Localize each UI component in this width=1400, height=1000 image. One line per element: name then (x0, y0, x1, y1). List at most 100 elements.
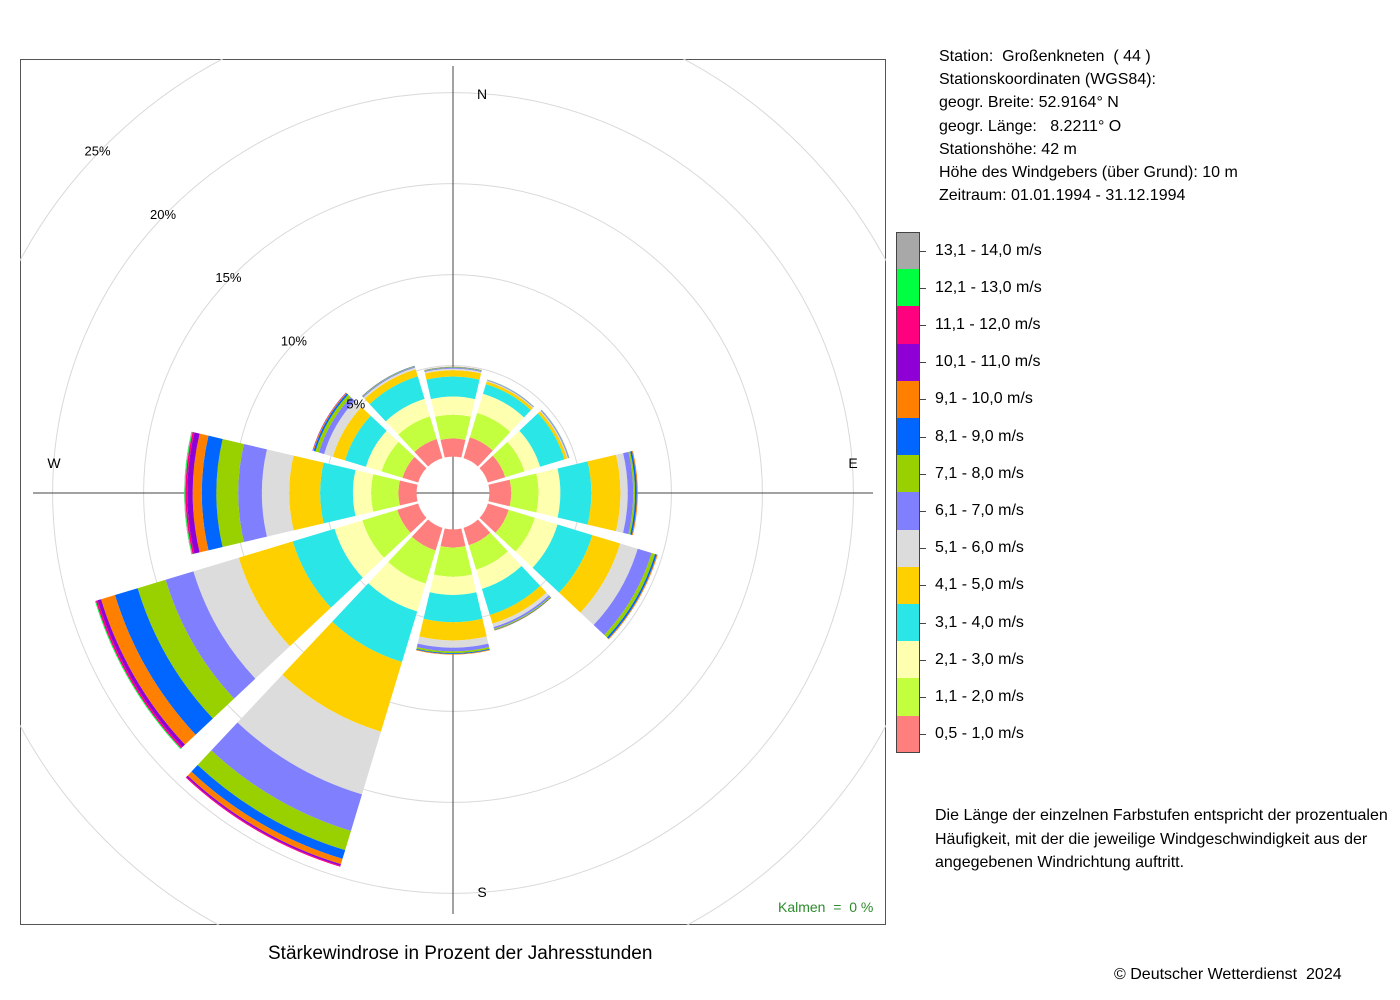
wedge-segment (192, 433, 209, 553)
wedge-segment (334, 520, 385, 578)
wedge-segment (507, 430, 541, 472)
wedge-segment (332, 407, 371, 461)
compass-label-w: W (47, 455, 61, 471)
wedge-segment (318, 397, 355, 455)
wedge-segment (193, 557, 290, 679)
wedge-segment (557, 461, 592, 525)
legend-label: 7,1 - 8,0 m/s (935, 464, 1024, 482)
compass-label-s: S (477, 884, 486, 900)
wedge-segment (488, 479, 512, 507)
wedge-segment (419, 618, 487, 641)
plot-frame (20, 59, 886, 925)
wedge-segment (416, 649, 490, 655)
legend-swatch (896, 455, 920, 493)
wedge-segment (238, 541, 331, 647)
station-coords-heading: Stationskoordinaten (WGS84): (939, 71, 1156, 89)
wedge-segment (463, 519, 491, 546)
wedge-segment (481, 565, 541, 615)
legend-swatch (896, 232, 920, 270)
wedge-segment (492, 592, 549, 628)
wedge-segment (187, 771, 343, 865)
wedge-segment (631, 450, 638, 536)
legend-swatch (896, 492, 920, 530)
legend-label: 2,1 - 3,0 m/s (935, 650, 1024, 668)
wedge-segment (369, 376, 425, 422)
wedge-segment (536, 468, 561, 518)
legend-label: 8,1 - 9,0 m/s (935, 427, 1024, 445)
legend-swatch (896, 418, 920, 456)
ring-label: 5% (346, 397, 365, 412)
station-longitude: geogr. Länge: 8.2211° O (939, 117, 1122, 135)
wedge-segment (604, 552, 656, 638)
wedge-segment (201, 435, 223, 551)
wedge-segment (440, 438, 466, 458)
chart-title: Stärkewindrose in Prozent der Jahresstun… (268, 943, 653, 964)
wedge-segment (211, 722, 362, 832)
wedge-segment (628, 451, 635, 535)
wedge-segment (101, 595, 196, 745)
wedge-segment (485, 381, 533, 411)
wedge-segment (187, 432, 200, 554)
wedge-segment (587, 454, 621, 532)
station-altitude: Stationshöhe: 42 m (939, 140, 1077, 158)
anemometer-height: Höhe des Windgebers (über Grund): 10 m (939, 164, 1238, 182)
wedge-segment (479, 455, 506, 483)
legend-tick (920, 659, 926, 661)
compass-label-e: E (848, 455, 857, 471)
wedge-segment (469, 412, 511, 451)
wedge-segment (424, 367, 482, 372)
wedge-segment (495, 509, 535, 552)
wedge-segment (238, 443, 267, 543)
legend-label: 0,5 - 1,0 m/s (935, 725, 1024, 743)
legend-swatch (896, 566, 920, 604)
wedge-segment (368, 561, 426, 612)
wedge-segment (216, 438, 244, 548)
wedge-segment (477, 393, 525, 432)
legend-swatch (896, 715, 920, 753)
legend-tick (920, 548, 926, 550)
wedge-segment (197, 750, 351, 851)
wedge-segment (476, 551, 522, 589)
legend-tick (920, 473, 926, 475)
wedge-segment (623, 451, 634, 535)
wedge-segment (237, 674, 381, 795)
wedge-segment (344, 415, 387, 467)
wedge-segment (388, 536, 436, 584)
wedge-segment (381, 441, 415, 478)
wedge-segment (417, 636, 489, 648)
ring-label: 25% (85, 144, 111, 159)
wedge-segment (362, 509, 411, 558)
ring-label: 15% (215, 270, 241, 285)
wedge-segment (414, 438, 443, 467)
legend-label: 12,1 - 13,0 m/s (935, 278, 1042, 296)
wedge-segment (424, 370, 482, 380)
legend-tick (920, 622, 926, 624)
copyright: © Deutscher Wetterdienst 2024 (1114, 966, 1342, 983)
note-line-3: angegebenen Windrichtung auftritt. (935, 854, 1185, 871)
legend-label: 11,1 - 12,0 m/s (935, 316, 1041, 333)
wedge-segment (324, 400, 362, 457)
wedge-segment (616, 453, 628, 533)
station-info: Station: Großenkneten ( 44 ) Stationskoo… (939, 45, 1238, 207)
wedge-segment (424, 366, 482, 371)
legend-tick (920, 511, 926, 512)
time-period: Zeitraum: 01.01.1994 - 31.12.1994 (939, 187, 1186, 205)
wedge-segment (559, 535, 621, 613)
legend-swatch (896, 306, 920, 344)
wedge-segment (416, 647, 490, 654)
legend-label: 5,1 - 6,0 m/s (935, 539, 1024, 557)
legend-tick (920, 362, 926, 364)
wedge-segment (261, 449, 294, 537)
wedge-segment (411, 519, 443, 551)
wedge-segment (423, 592, 483, 623)
note-line-2: Häufigkeit, mit der die jeweilige Windge… (935, 830, 1368, 848)
legend-label: 10,1 - 11,0 m/s (935, 353, 1041, 371)
legend-tick (920, 325, 926, 326)
legend-label: 9,1 - 10,0 m/s (935, 390, 1033, 408)
explanation-note: Die Länge der einzelnen Farbstufen entsp… (935, 804, 1388, 875)
wedge-segment (184, 431, 193, 555)
wedge-segment (365, 430, 399, 472)
wedge-segment (397, 503, 427, 533)
wedge-segment (482, 384, 531, 418)
wedge-segment (426, 376, 480, 400)
